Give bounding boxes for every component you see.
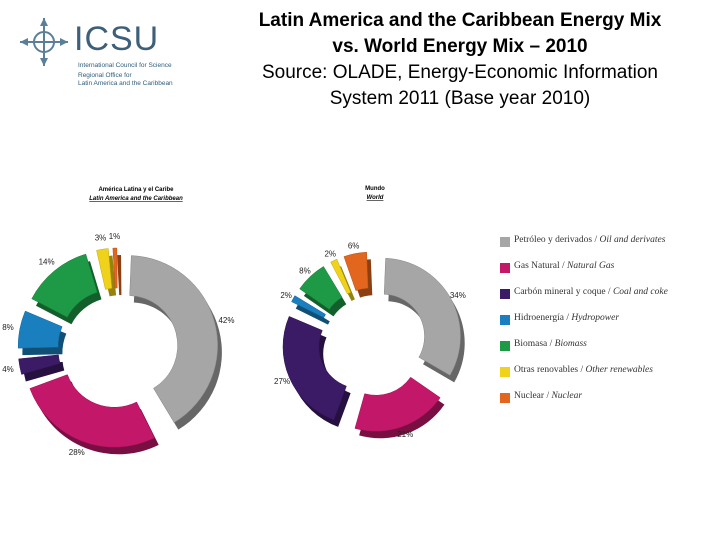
legend-en-coal: Coal and coke	[612, 287, 668, 297]
legend-es-gas: Gas Natural	[514, 261, 560, 271]
legend-swatch-renewables	[500, 367, 510, 377]
slide-title: Latin America and the Caribbean Energy M…	[200, 8, 720, 112]
slice-oil	[383, 258, 461, 376]
slice-gas	[29, 374, 155, 448]
legend-item-nuclear: Nuclear / Nuclear	[500, 390, 715, 416]
logo-subtitle-3: Latin America and the Caribbean	[78, 80, 173, 87]
logo-subtitle-1: International Council for Science	[78, 62, 172, 69]
logo-subtitle-2: Regional Office for	[78, 72, 132, 79]
slice-biomass	[31, 253, 98, 318]
legend-item-biomass: Biomasa / Biomass	[500, 338, 715, 364]
legend-swatch-coal	[500, 289, 510, 299]
slice-label-gas: 21%	[397, 430, 413, 439]
title-line-3: Source: OLADE, Energy-Economic Informati…	[261, 62, 658, 83]
legend-swatch-hydro	[500, 315, 510, 325]
icsu-emblem-icon	[20, 18, 68, 66]
slice-label-oil: 34%	[450, 291, 466, 300]
legend-es-oil: Petróleo y derivados	[514, 235, 593, 245]
slice-hydro	[17, 310, 63, 349]
legend-en-biomass: Biomass	[554, 339, 587, 349]
slice-coal	[282, 316, 347, 421]
chart-title-es: América Latina y el Caribe	[98, 187, 174, 193]
slice-label-renewables: 2%	[324, 249, 336, 258]
donut-chart-latin-america: América Latina y el Caribe Latin America …	[2, 187, 234, 457]
legend-item-hydro: Hidroenergía / Hydropower	[500, 312, 715, 338]
slice-oil	[129, 255, 218, 423]
legend-en-nuclear: Nuclear	[551, 391, 583, 401]
legend-en-oil: Oil and derivates	[599, 235, 666, 245]
slice-coal	[18, 354, 61, 375]
legend-swatch-gas	[500, 263, 510, 273]
slice-label-biomass: 14%	[39, 258, 55, 267]
legend-swatch-nuclear	[500, 393, 510, 403]
slice-gas	[354, 376, 441, 432]
title-line-2: vs. World Energy Mix – 2010	[332, 36, 588, 57]
title-line-4: System 2011 (Base year 2010)	[329, 88, 591, 109]
legend-es-coal: Carbón mineral y coque	[514, 287, 606, 297]
donut-chart-world: Mundo World 34% 21% 27% 2% 8% 2% 6%	[274, 186, 466, 439]
chart-title-en: Latin America and the Caribbean	[89, 196, 183, 202]
slice-nuclear	[112, 247, 118, 289]
slice-hydro	[291, 295, 326, 318]
title-line-1: Latin America and the Caribbean Energy M…	[258, 10, 662, 31]
chart-title-es: Mundo	[365, 186, 385, 192]
legend-swatch-biomass	[500, 341, 510, 351]
slice-label-nuclear: 1%	[109, 232, 121, 241]
legend-es-hydro: Hidroenergía	[514, 313, 564, 323]
legend-en-hydro: Hydropower	[571, 313, 620, 323]
legend-item-coal: Carbón mineral y coque / Coal and coke	[500, 286, 715, 312]
icsu-logo: ICSU International Council for Science R…	[14, 10, 204, 100]
slice-label-nuclear: 6%	[348, 242, 360, 251]
logo-wordmark: ICSU	[74, 20, 160, 58]
slice-label-renewables: 3%	[95, 233, 107, 242]
slice-side-nuclear	[117, 255, 122, 296]
chart-title-en: World	[367, 195, 384, 201]
slice-renewables	[330, 258, 352, 295]
legend-swatch-oil	[500, 237, 510, 247]
legend-es-nuclear: Nuclear	[514, 391, 545, 401]
slice-label-hydro: 8%	[2, 323, 14, 332]
legend-item-oil: Petróleo y derivados / Oil and derivates	[500, 234, 715, 260]
legend-en-gas: Natural Gas	[567, 261, 615, 271]
legend-en-renewables: Other renewables	[585, 365, 653, 375]
legend-item-gas: Gas Natural / Natural Gas	[500, 260, 715, 286]
slice-label-coal: 27%	[274, 377, 290, 386]
slice-nuclear	[343, 252, 369, 291]
slice-label-gas: 28%	[69, 448, 85, 457]
legend-item-renewables: Otras renovables / Other renewables	[500, 364, 715, 390]
legend: Petróleo y derivados / Oil and derivates…	[500, 234, 715, 416]
legend-es-biomass: Biomasa	[514, 339, 548, 349]
slice-biomass	[299, 266, 343, 310]
slice-label-biomass: 8%	[299, 267, 311, 276]
legend-es-renewables: Otras renovables	[514, 365, 579, 375]
slice-label-coal: 4%	[2, 365, 14, 374]
slice-renewables	[96, 248, 113, 290]
slice-label-oil: 42%	[218, 316, 234, 325]
slice-label-hydro: 2%	[280, 291, 292, 300]
